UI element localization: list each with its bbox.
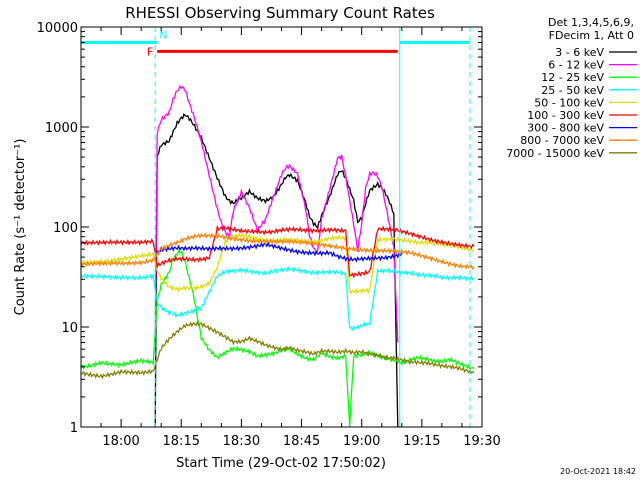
- x-tick-label-3: 18:30: [223, 434, 260, 449]
- flag-label-3: F: [147, 45, 153, 58]
- y-tick-label-4: 1000: [45, 121, 78, 136]
- series-line-7: [154, 241, 403, 263]
- legend: Det 1,3,4,5,6,9, FDecim 1, Att 0 3 - 6 k…: [506, 16, 637, 160]
- series-line-2: [154, 84, 399, 343]
- legend-label-9: 7000 - 15000 keV: [506, 147, 604, 160]
- series-layer: [80, 84, 475, 428]
- series-line-1: [154, 112, 399, 428]
- legend-header-line-1: Det 1,3,4,5,6,9,: [548, 16, 634, 29]
- legend-label-1: 3 - 6 keV: [555, 46, 604, 59]
- x-tick-label-6: 19:15: [403, 434, 440, 449]
- legend-label-6: 100 - 300 keV: [527, 109, 604, 122]
- x-tick-label-7: 19:30: [463, 434, 500, 449]
- x-tick-label-4: 18:45: [283, 434, 320, 449]
- chart-title: RHESSI Observing Summary Count Rates: [125, 4, 435, 22]
- series-line-9: [80, 320, 475, 380]
- legend-label-5: 50 - 100 keV: [534, 96, 604, 109]
- axis-layer: 18:00 18:15 18:30 18:45 19:00 19:15 19:30 1 10 10…: [37, 21, 501, 449]
- y-tick-label-2: 10: [61, 321, 78, 336]
- legend-label-8: 800 - 7000 keV: [520, 134, 604, 147]
- legend-label-3: 12 - 25 keV: [541, 71, 604, 84]
- x-axis-label: Start Time (29-Oct-02 17:50:02): [176, 456, 386, 471]
- x-tick-label-1: 18:00: [102, 434, 139, 449]
- series-line-6: [80, 224, 475, 279]
- x-tick-label-2: 18:15: [163, 434, 200, 449]
- legend-label-2: 6 - 12 keV: [548, 59, 604, 72]
- flag-layer: NF: [81, 28, 470, 58]
- y-tick-label-1: 1: [70, 421, 78, 436]
- flag-label-1: N: [159, 28, 167, 41]
- footer-timestamp: 20-Oct-2021 18:42: [560, 467, 636, 476]
- legend-header-line-2: FDecim 1, Att 0: [549, 29, 634, 42]
- series-line-4: [80, 265, 475, 332]
- series-line-8: [80, 232, 475, 271]
- y-tick-label-3: 100: [53, 221, 78, 236]
- x-tick-label-5: 19:00: [343, 434, 380, 449]
- y-axis-label: Count Rate (s⁻¹ detector⁻¹): [13, 139, 28, 316]
- legend-label-7: 300 - 800 keV: [527, 122, 604, 135]
- legend-label-4: 25 - 50 keV: [541, 84, 604, 97]
- y-tick-label-5: 10000: [37, 21, 78, 36]
